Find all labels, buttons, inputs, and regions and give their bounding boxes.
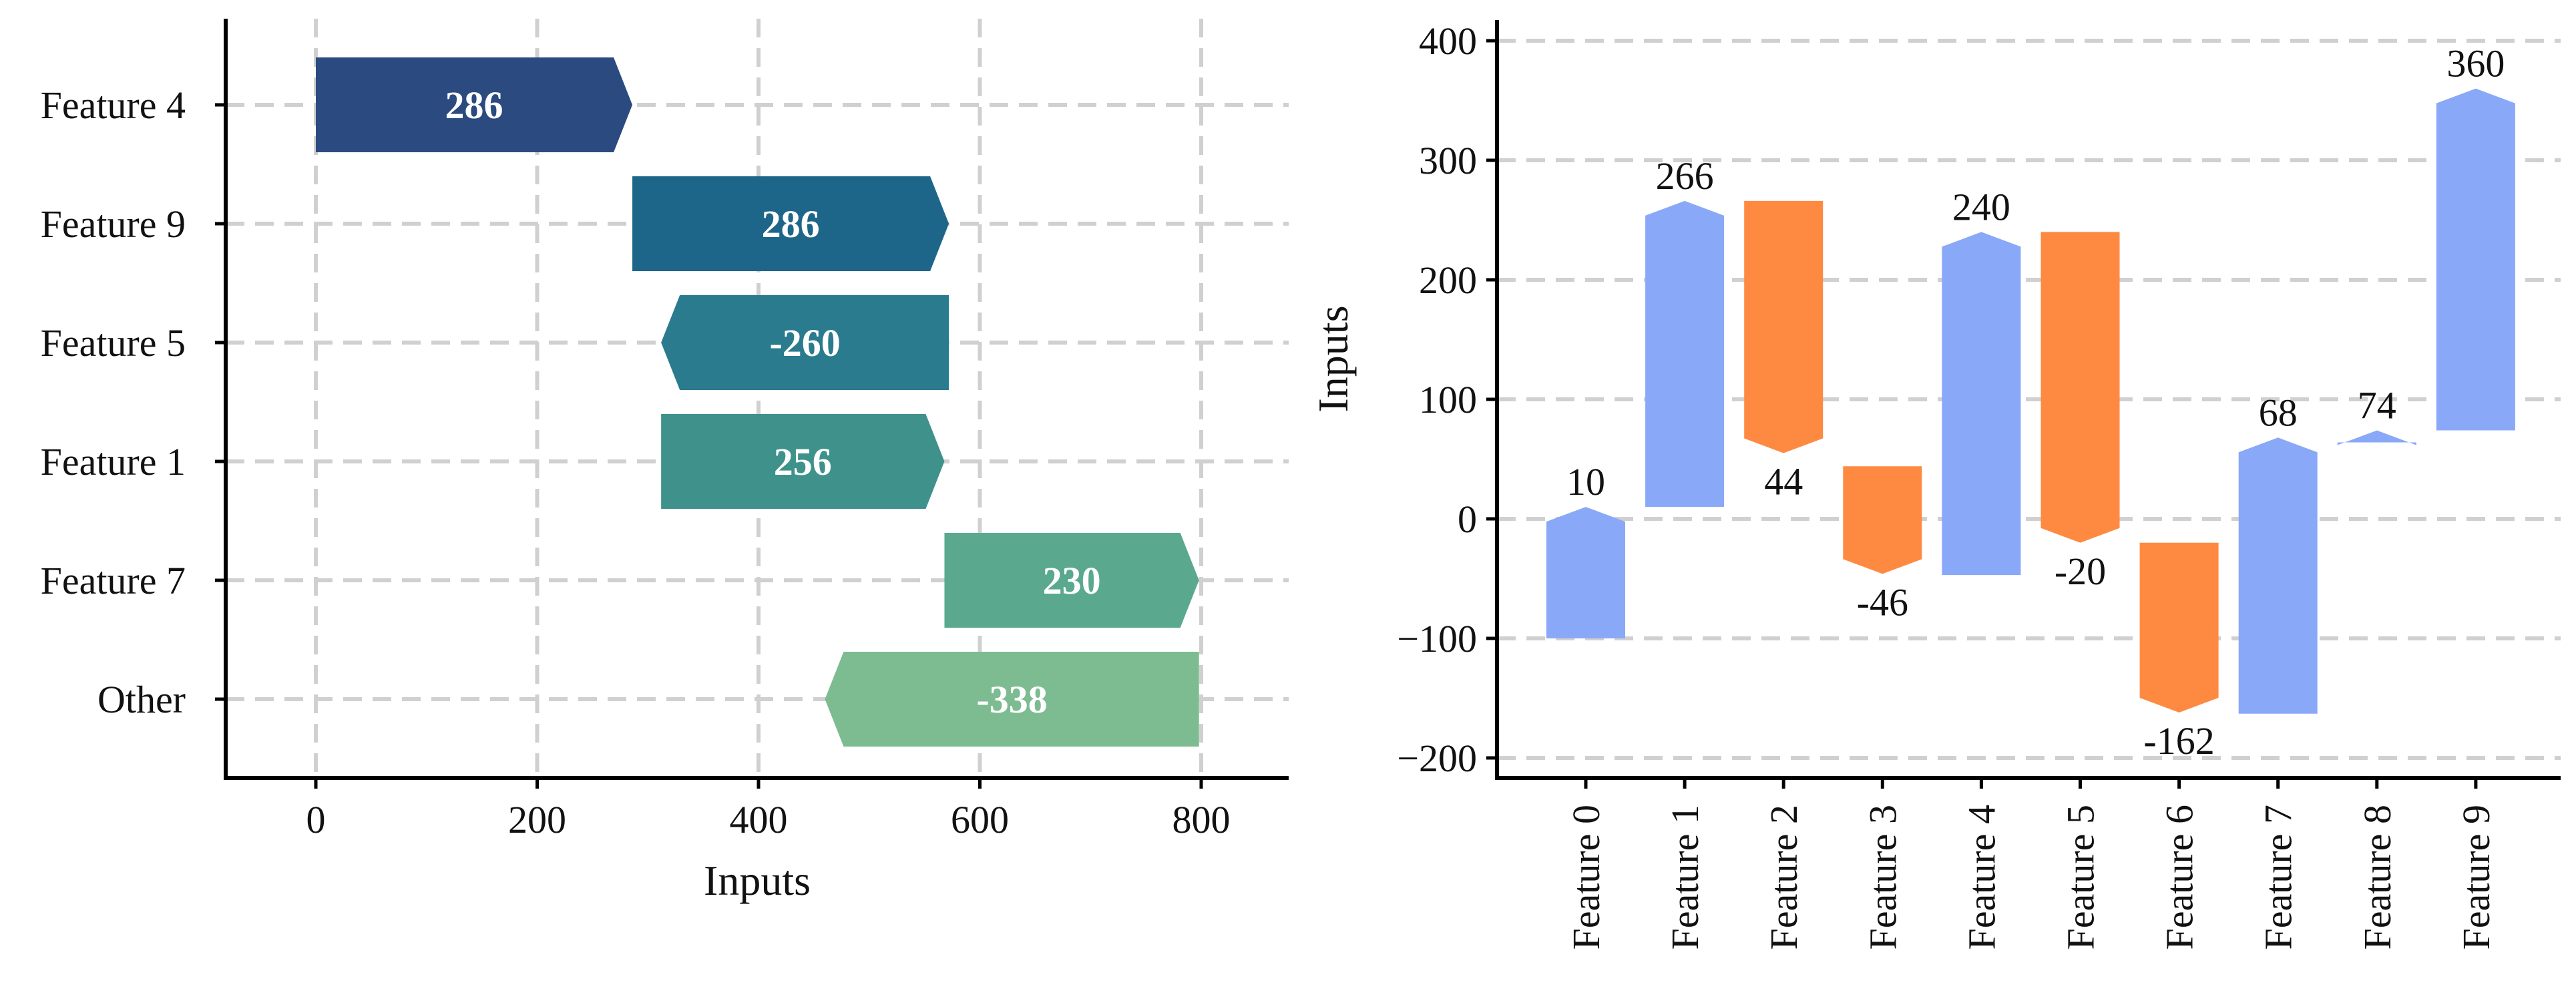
right-y-axis-title: Inputs: [1309, 306, 1357, 413]
right-bar-value-label: -46: [1857, 580, 1908, 624]
left-y-tick-label: Feature 4: [41, 83, 186, 127]
right-bar: [1744, 200, 1823, 453]
left-bar: [632, 176, 949, 271]
left-x-axis-title: Inputs: [704, 857, 811, 904]
left-y-tick-label: Feature 5: [41, 321, 186, 365]
right-bar: [2337, 430, 2416, 445]
right-bars: 10 266 44 -46 240 -20 -162 68 74 360: [1546, 42, 2515, 763]
left-y-tick-label: Feature 9: [41, 202, 186, 246]
left-bar-value-label: 286: [762, 202, 820, 246]
right-bar: [2041, 232, 2120, 543]
right-y-tick-label: 300: [1419, 139, 1477, 182]
right-bar: [1546, 507, 1625, 638]
right-x-tick-label: Feature 2: [1762, 805, 1805, 950]
right-bar-value-label: 44: [1764, 460, 1803, 504]
left-x-tick-label: 400: [730, 798, 788, 841]
right-y-tick-label: −200: [1397, 737, 1477, 780]
right-y-tick-label: 0: [1458, 497, 1477, 541]
left-bar: [944, 533, 1199, 628]
right-axes: Feature 0 Feature 1 Feature 2 Feature 3 Feat…: [1397, 19, 2561, 950]
right-bar-value-label: 74: [2358, 384, 2396, 427]
left-bar: [661, 295, 949, 390]
left-x-tick-label: 200: [508, 798, 566, 841]
right-bar-value-label: -162: [2143, 719, 2214, 763]
right-bar: [2139, 542, 2219, 713]
right-bar-value-label: -20: [2055, 550, 2106, 593]
left-y-tick-label: Other: [97, 678, 186, 721]
right-bar: [1843, 466, 1922, 574]
right-bar-value-label: 240: [1952, 185, 2010, 228]
left-x-tick-label: 0: [306, 798, 326, 841]
right-x-tick-label: Feature 1: [1663, 805, 1707, 950]
right-x-tick-label: Feature 8: [2356, 805, 2399, 950]
left-y-tick-label: Feature 7: [41, 559, 186, 602]
right-bar: [1942, 232, 2021, 576]
right-x-tick-label: Feature 0: [1564, 805, 1608, 950]
right-x-tick-label: Feature 6: [2158, 805, 2201, 950]
left-y-tick-label: Feature 1: [41, 440, 186, 483]
left-x-tick-label: 800: [1172, 798, 1231, 841]
left-bar-value-label: -260: [769, 321, 840, 365]
right-bar-value-label: 266: [1656, 154, 1714, 198]
right-x-tick-label: Feature 3: [1861, 805, 1904, 950]
right-bar-value-label: 10: [1566, 460, 1605, 504]
right-y-tick-label: 100: [1419, 378, 1477, 421]
right-bar: [2238, 437, 2318, 714]
left-bar: [661, 414, 945, 509]
left-bar-value-label: 286: [445, 83, 503, 127]
right-x-tick-label: Feature 9: [2454, 805, 2498, 950]
right-y-tick-label: −100: [1397, 617, 1477, 660]
left-grid: [226, 19, 1289, 778]
left-bars: 286 286 -260 256 230 -338: [316, 57, 1199, 747]
left-axes: Feature 4 Feature 9 Feature 5 Feature 1 Feat…: [41, 19, 1289, 841]
left-bar-value-label: -338: [976, 678, 1047, 721]
left-bar: [825, 652, 1199, 747]
right-bar-value-label: 360: [2446, 42, 2505, 85]
left-bar: [316, 57, 633, 152]
left-bar-value-label: 256: [774, 440, 832, 483]
right-y-tick-label: 200: [1419, 258, 1477, 302]
right-bar: [1645, 200, 1725, 508]
right-bar-value-label: 68: [2259, 391, 2298, 434]
right-y-tick-label: 400: [1419, 19, 1477, 63]
right-x-tick-label: Feature 7: [2257, 805, 2300, 950]
right-bar: [2436, 88, 2515, 431]
right-x-tick-label: Feature 5: [2059, 805, 2103, 950]
right-x-tick-label: Feature 4: [1960, 805, 2003, 950]
left-bar-value-label: 230: [1043, 559, 1101, 602]
left-x-tick-label: 600: [951, 798, 1009, 841]
